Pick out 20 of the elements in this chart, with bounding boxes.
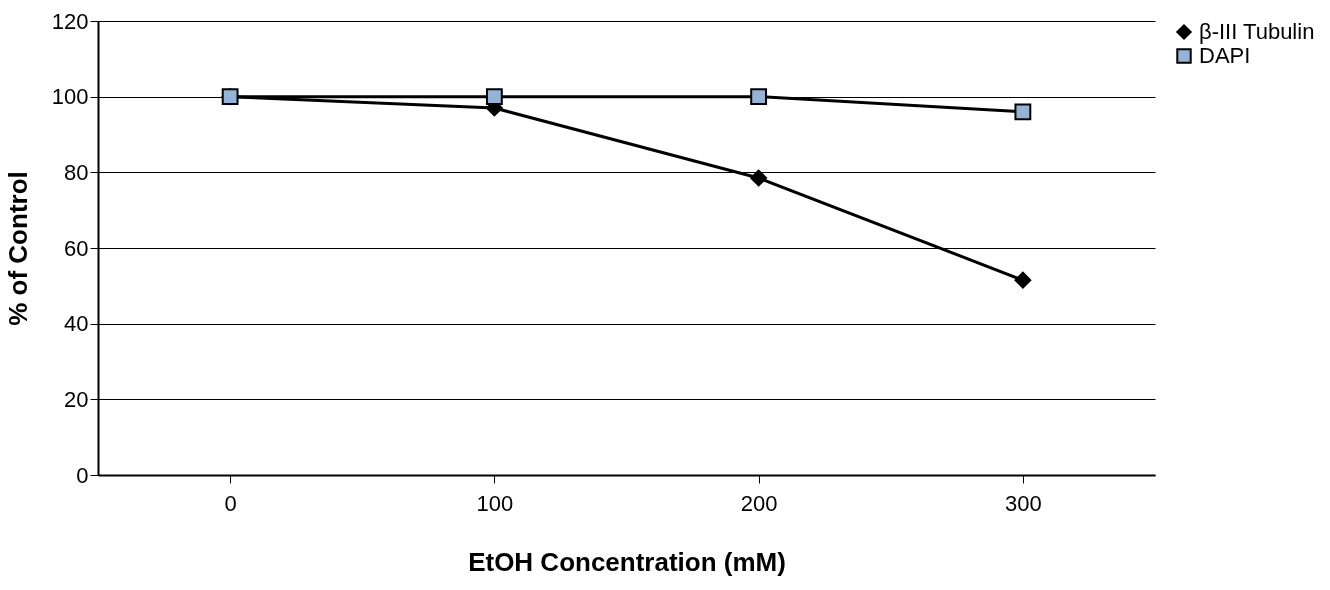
- y-tick-label: 100: [51, 84, 89, 110]
- y-axis-title: % of Control: [2, 171, 33, 326]
- x-tick-label: 300: [1005, 490, 1042, 516]
- y-tick-label: 120: [51, 8, 89, 34]
- x-axis-title: EtOH Concentration (mM): [468, 546, 786, 577]
- y-tick-label: 60: [64, 235, 89, 261]
- legend-label: DAPI: [1199, 43, 1251, 68]
- point: [485, 88, 503, 106]
- x-tick-label: 200: [740, 490, 778, 516]
- point: [750, 88, 768, 106]
- x-tick-label: 0: [224, 490, 237, 516]
- point: [750, 169, 768, 187]
- y-tick-label: 80: [64, 159, 89, 185]
- x-tick-label: 100: [476, 490, 514, 516]
- y-tick-label: 40: [64, 311, 89, 337]
- point: [1014, 103, 1032, 121]
- y-tick-label: 20: [64, 386, 89, 412]
- point: [1014, 271, 1032, 289]
- legend-label: β-III Tubulin: [1199, 19, 1315, 44]
- y-tick-label: 0: [76, 462, 89, 488]
